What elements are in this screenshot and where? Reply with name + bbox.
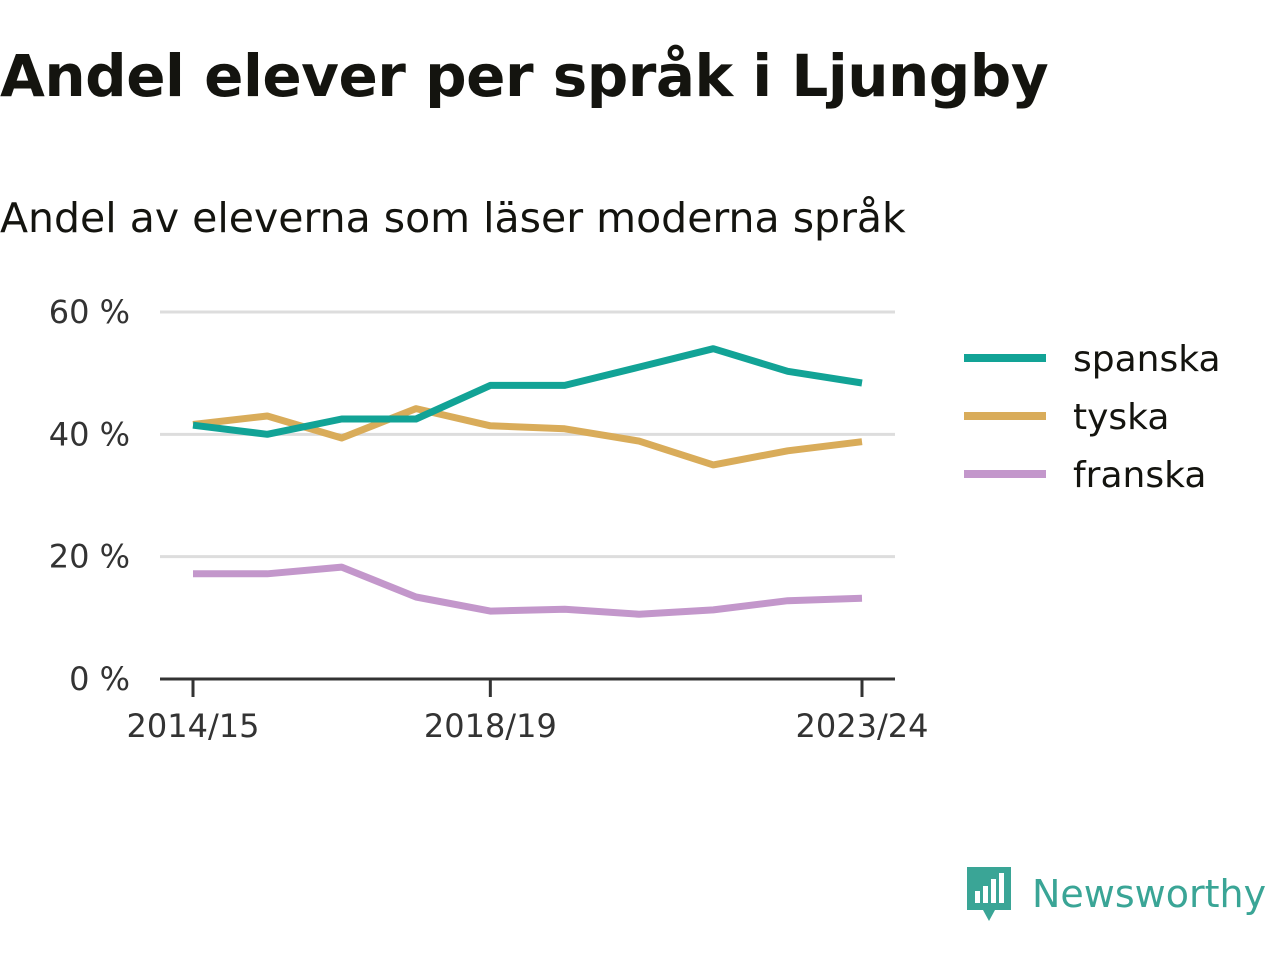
- y-tick-label: 20 %: [49, 538, 130, 576]
- chart-title: Andel elever per språk i Ljungby: [0, 42, 1049, 110]
- newsworthy-logo: Newsworthy: [964, 864, 1266, 924]
- legend: spanska tyska franska: [964, 339, 1221, 496]
- x-tick-label: 2023/24: [796, 707, 929, 745]
- y-tick-label: 60 %: [49, 293, 130, 331]
- legend-label-tyska: tyska: [1073, 397, 1169, 438]
- series-line-franska: [193, 563, 863, 618]
- x-axis: [160, 677, 895, 697]
- series-line-tyska: [192, 405, 863, 469]
- y-tick-label: 0 %: [69, 660, 130, 698]
- brand-name: Newsworthy: [1032, 872, 1267, 916]
- legend-label-spanska: spanska: [1073, 339, 1221, 380]
- legend-label-franska: franska: [1073, 455, 1206, 496]
- x-tick-label: 2014/15: [127, 707, 260, 745]
- chart-subtitle: Andel av eleverna som läser moderna språ…: [0, 194, 906, 242]
- x-axis-tick-labels: 2014/15 2018/19 2023/24: [127, 707, 929, 745]
- newsworthy-bar-chart-icon: [967, 867, 1011, 921]
- series-line-spanska: [192, 345, 863, 438]
- y-tick-label: 40 %: [49, 415, 130, 453]
- x-tick-label: 2018/19: [424, 707, 557, 745]
- series-lines: [192, 345, 863, 618]
- y-axis-tick-labels: 0 % 20 % 40 % 60 %: [49, 293, 130, 698]
